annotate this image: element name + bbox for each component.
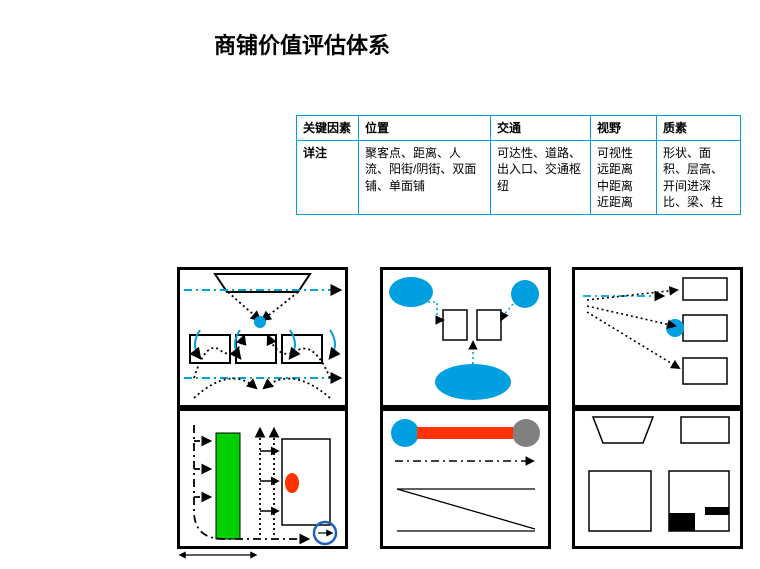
page-root: { "title": {"text":"商铺价值评估体系","x":214,"y… bbox=[0, 0, 760, 569]
footer-double-arrow bbox=[0, 0, 760, 569]
